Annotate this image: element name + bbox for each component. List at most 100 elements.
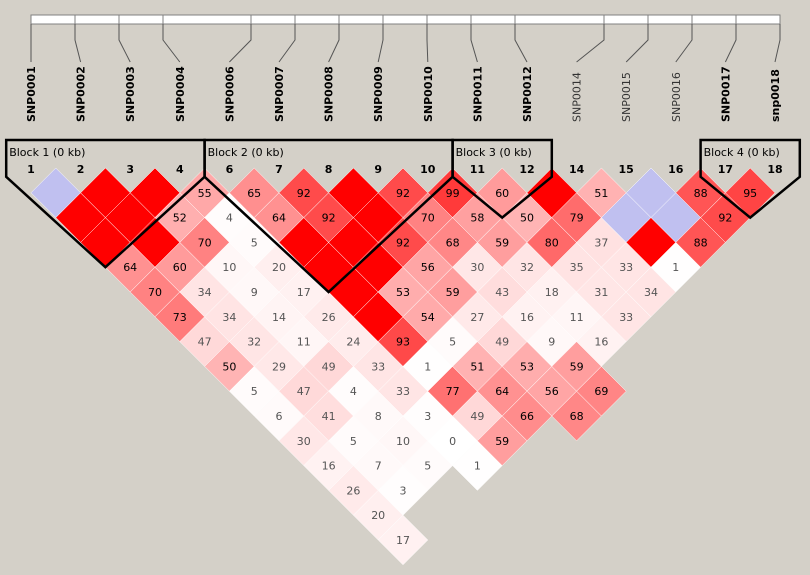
ld-value-label: 10 — [222, 261, 236, 274]
snp-name-label: SNP0011 — [471, 66, 484, 122]
ld-value-label: 6 — [276, 410, 283, 423]
ld-cells: 6470734750563016262017603434322947415735… — [30, 167, 776, 566]
ld-value-label: 73 — [173, 311, 187, 324]
ld-value-label: 69 — [594, 385, 608, 398]
ld-value-label: 49 — [495, 336, 509, 349]
ld-value-label: 14 — [272, 311, 286, 324]
ld-value-label: 59 — [446, 286, 460, 299]
ld-value-label: 26 — [346, 484, 360, 497]
ld-value-label: 50 — [520, 212, 534, 225]
ld-value-label: 54 — [421, 311, 435, 324]
ld-value-label: 11 — [297, 336, 311, 349]
ld-value-label: 33 — [619, 261, 633, 274]
ld-value-label: 43 — [495, 286, 509, 299]
snp-index-label: 11 — [470, 163, 485, 176]
ld-value-label: 31 — [594, 286, 608, 299]
snp-name-label: SNP0002 — [75, 66, 88, 122]
ld-value-label: 3 — [400, 484, 407, 497]
block-label: Block 2 (0 kb) — [208, 146, 284, 159]
position-ticks — [30, 15, 781, 24]
snp-connector — [724, 24, 737, 63]
snp-name-label: SNP0017 — [719, 66, 732, 122]
ld-value-label: 41 — [322, 410, 336, 423]
snp-index-label: 1 — [27, 163, 35, 176]
snp-index-label: 16 — [668, 163, 684, 176]
ld-value-label: 5 — [350, 435, 357, 448]
ld-value-label: 60 — [495, 187, 509, 200]
snp-connector — [118, 24, 131, 63]
ld-value-label: 1 — [424, 360, 431, 373]
ld-value-label: 47 — [297, 385, 311, 398]
ld-value-label: 56 — [545, 385, 559, 398]
snp-name-label: SNP0009 — [372, 66, 385, 122]
ld-value-label: 1 — [672, 261, 679, 274]
ld-value-label: 64 — [123, 261, 137, 274]
snp-name-label: SNP0015 — [620, 72, 633, 122]
snp-index-label: 8 — [325, 163, 333, 176]
ld-value-label: 20 — [272, 261, 286, 274]
snp-connector — [470, 24, 478, 63]
snp-index-label: 9 — [374, 163, 382, 176]
snp-connector — [675, 24, 693, 63]
ld-value-label: 79 — [570, 212, 584, 225]
block-label: Block 1 (0 kb) — [9, 146, 85, 159]
block-outline — [4, 138, 206, 269]
ld-value-label: 92 — [718, 212, 732, 225]
ld-value-label: 17 — [396, 534, 410, 547]
ld-value-label: 55 — [198, 187, 212, 200]
ld-value-label: 33 — [619, 311, 633, 324]
haplotype-blocks: Block 1 (0 kb) Block 2 (0 kb) Block 3 (0 k… — [4, 138, 802, 294]
ld-value-label: 47 — [198, 336, 212, 349]
ld-value-label: 34 — [644, 286, 658, 299]
ld-value-label: 49 — [470, 410, 484, 423]
snp-name-label: SNP0006 — [223, 66, 236, 122]
snp-connector — [74, 24, 82, 63]
ld-value-label: 4 — [226, 212, 233, 225]
ld-value-label: 27 — [470, 311, 484, 324]
ld-value-label: 92 — [396, 187, 410, 200]
ld-value-label: 33 — [396, 385, 410, 398]
ld-value-label: 30 — [297, 435, 311, 448]
ld-value-label: 18 — [545, 286, 559, 299]
snp-connectors — [30, 24, 781, 63]
ld-value-label: 88 — [694, 236, 708, 249]
ld-value-label: 64 — [495, 385, 509, 398]
snp-index-label: 12 — [519, 163, 534, 176]
snp-index-label: 2 — [77, 163, 85, 176]
snp-index-label: 7 — [275, 163, 283, 176]
ld-value-label: 92 — [396, 236, 410, 249]
snp-name-label: SNP0010 — [422, 66, 435, 122]
ld-value-label: 65 — [247, 187, 261, 200]
block-outline — [451, 138, 554, 220]
snp-name-label: SNP0016 — [670, 72, 683, 122]
ld-value-label: 37 — [594, 236, 608, 249]
ld-value-label: 80 — [545, 236, 559, 249]
snp-connector — [514, 24, 528, 63]
ld-value-label: 16 — [520, 311, 534, 324]
ld-value-label: 56 — [421, 261, 435, 274]
snp-index-label: 18 — [767, 163, 782, 176]
snp-index-label: 10 — [420, 163, 436, 176]
snp-index-label: 14 — [569, 163, 585, 176]
snp-index-label: 6 — [226, 163, 234, 176]
ld-value-label: 7 — [375, 460, 382, 473]
ld-value-label: 52 — [173, 212, 187, 225]
snp-connector — [426, 24, 429, 63]
ld-value-label: 5 — [449, 336, 456, 349]
ld-value-label: 51 — [594, 187, 608, 200]
snp-connector — [576, 24, 605, 63]
snp-index-label: 15 — [619, 163, 634, 176]
block-label: Block 3 (0 kb) — [456, 146, 532, 159]
snp-connector — [377, 24, 384, 63]
ld-value-label: 33 — [371, 360, 385, 373]
ld-value-label: 16 — [594, 336, 608, 349]
ld-value-label: 8 — [375, 410, 382, 423]
snp-connector — [625, 24, 649, 63]
ld-value-label: 70 — [198, 236, 212, 249]
snp-name-label: snp0018 — [769, 69, 782, 122]
ld-value-label: 59 — [495, 435, 509, 448]
ld-value-label: 50 — [222, 360, 236, 373]
block-label: Block 4 (0 kb) — [704, 146, 780, 159]
ld-value-label: 34 — [222, 311, 236, 324]
